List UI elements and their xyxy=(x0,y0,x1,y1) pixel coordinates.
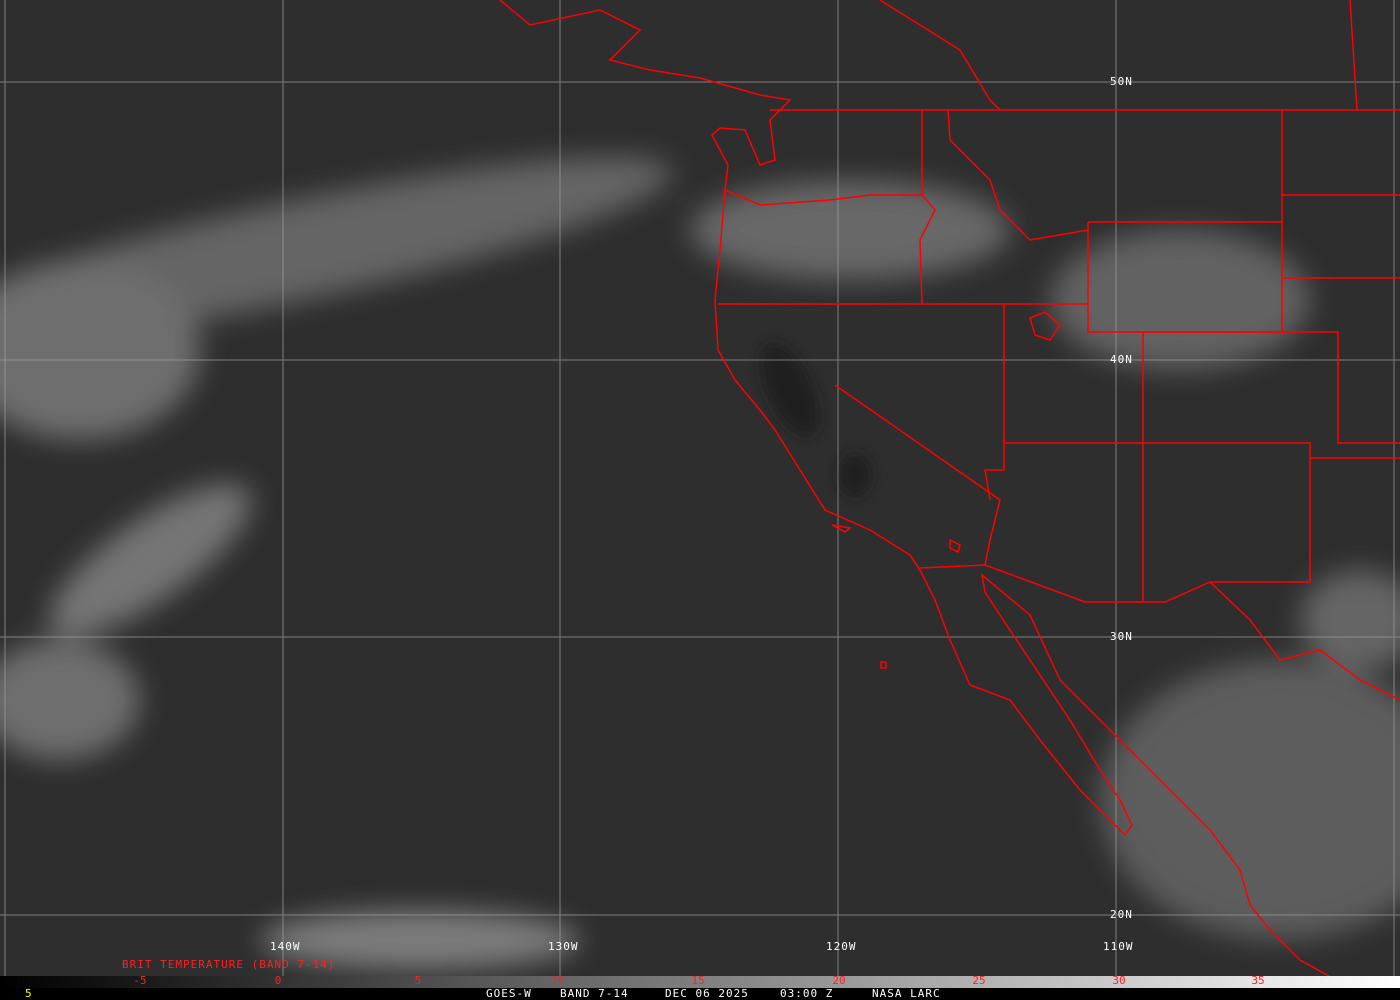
source-label: NASA LARC xyxy=(872,987,941,1000)
border-or-id xyxy=(919,194,936,305)
border-id-mt xyxy=(947,109,1089,241)
border-ca-nv xyxy=(834,384,1001,566)
lake-salton xyxy=(949,538,961,554)
lon-label-110w: 110W xyxy=(1103,940,1134,953)
colorbar-tick: 30 xyxy=(1112,974,1126,987)
lon-label-120w: 120W xyxy=(826,940,857,953)
lat-label-40n: 40N xyxy=(1110,353,1133,366)
colorbar-tick: 15 xyxy=(691,974,705,987)
lake-great-salt xyxy=(1029,311,1061,341)
legend-title: BRIT TEMPERATURE (BAND 7-14) xyxy=(122,958,336,971)
border-wa-or xyxy=(724,189,922,206)
colorbar-tick: 35 xyxy=(1251,974,1265,987)
colorbar-tick: 5 xyxy=(414,974,422,987)
political-borders xyxy=(499,0,1400,976)
border-canada-province xyxy=(879,0,1001,111)
colorbar-tick: -5 xyxy=(133,974,147,987)
coastline-pacific xyxy=(499,0,1331,976)
islands-channel xyxy=(831,524,852,533)
date-label: DEC 06 2025 xyxy=(665,987,749,1000)
island-guadalupe xyxy=(880,661,887,669)
lat-label-50n: 50N xyxy=(1110,75,1133,88)
border-az-ut xyxy=(1004,442,1311,603)
border-nv-ut xyxy=(984,304,1005,501)
colorbar-tick: 10 xyxy=(551,974,565,987)
lon-label-130w: 130W xyxy=(548,940,579,953)
border-co xyxy=(1143,331,1400,444)
border-us-mexico xyxy=(919,564,1143,603)
lat-label-30n: 30N xyxy=(1110,630,1133,643)
lon-label-140w: 140W xyxy=(270,940,301,953)
band-label: BAND 7-14 xyxy=(560,987,629,1000)
graticule xyxy=(0,0,1400,976)
border-rio-grande xyxy=(1209,581,1400,701)
info-bar: 5 GOES-W BAND 7-14 DEC 06 2025 03:00 Z N… xyxy=(0,988,1400,1000)
border-canada-province-2 xyxy=(1349,0,1358,111)
frame-number: 5 xyxy=(25,987,33,1000)
colorbar: -5 0 5 10 15 20 25 30 35 xyxy=(0,974,1400,988)
colorbar-tick: 20 xyxy=(832,974,846,987)
satellite-name: GOES-W xyxy=(486,987,532,1000)
colorbar-tick: 25 xyxy=(972,974,986,987)
cloud-layer xyxy=(0,157,1400,970)
time-label: 03:00 Z xyxy=(780,987,834,1000)
border-mt-dakota xyxy=(1281,110,1400,222)
colorbar-tick: 0 xyxy=(274,974,282,987)
lat-label-20n: 20N xyxy=(1110,908,1133,921)
satellite-map xyxy=(0,0,1400,976)
